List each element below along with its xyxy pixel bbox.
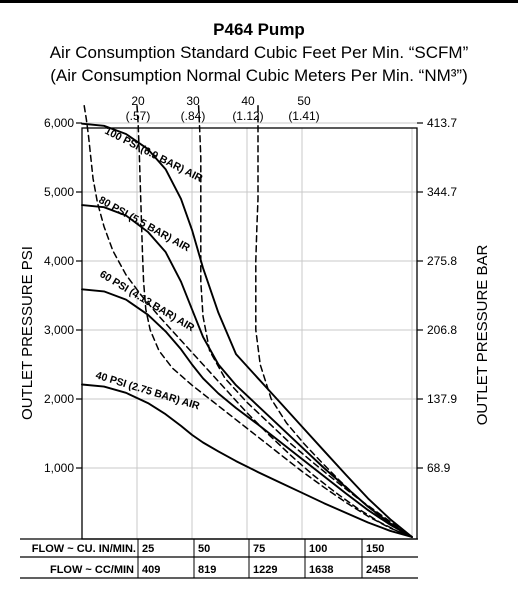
series-layer (81, 105, 413, 538)
flow-cc-value: 819 (198, 564, 216, 576)
scfm-label: 40 (241, 94, 255, 108)
flow-cc-value: 2458 (366, 564, 390, 576)
scfm-label: 30 (186, 94, 200, 108)
y-tick-label: 6,000 (44, 116, 74, 130)
y-axis-right-label: OUTLET PRESSURE BAR (474, 245, 491, 426)
chart-title: P464 Pump (213, 20, 305, 39)
scfm-curve (136, 105, 413, 538)
flow-row1-label: FLOW ~ CU. IN/MIN. (32, 543, 136, 555)
flow-cu-in-value: 25 (142, 543, 154, 555)
psi-curve (81, 122, 413, 538)
flow-cu-in-value: 50 (198, 543, 210, 555)
y-axis-left-label: OUTLET PRESSURE PSI (19, 246, 36, 420)
y-right-tick-label: 206.8 (427, 323, 457, 337)
top-border (0, 0, 518, 3)
y-right-tick-label: 413.7 (427, 116, 457, 130)
scfm-label: 50 (297, 94, 311, 108)
flow-cu-in-value: 100 (309, 543, 327, 555)
flow-cc-value: 409 (142, 564, 160, 576)
chart-subtitle-scfm: Air Consumption Standard Cubic Feet Per … (49, 43, 469, 62)
flow-cu-in-value: 150 (366, 543, 384, 555)
y-axis-right: 68.9 137.9 206.8 275.8 344.7 413.7 (417, 116, 457, 475)
y-axis-left: 1,000 2,000 3,000 4,000 5,000 6,000 (44, 116, 82, 475)
y-tick-label: 5,000 (44, 185, 74, 199)
nm3-label: (1.12) (232, 109, 263, 123)
scfm-curve-labels: 20(.57) 30(.84) 40(1.12) 50(1.41) (126, 94, 320, 123)
y-right-tick-label: 137.9 (427, 392, 457, 406)
psi-curve-label: 100 PSI (6.9 BAR) AIR (103, 125, 205, 185)
scfm-curve (83, 105, 413, 538)
y-tick-label: 1,000 (44, 461, 74, 475)
flow-cc-value: 1638 (309, 564, 333, 576)
psi-curve (81, 383, 413, 538)
scfm-curve (255, 105, 413, 538)
flow-cu-in-value: 75 (253, 543, 265, 555)
flow-table: FLOW ~ CU. IN/MIN. FLOW ~ CC/MIN 25 50 75 100… (20, 538, 418, 579)
grid-lines (82, 122, 417, 539)
y-right-tick-label: 275.8 (427, 254, 457, 268)
nm3-label: (.57) (126, 109, 151, 123)
scfm-label: 20 (131, 94, 145, 108)
nm3-label: (1.41) (288, 109, 319, 123)
flow-row2-label: FLOW ~ CC/MIN (50, 564, 134, 576)
chart-subtitle-nm3: (Air Consumption Normal Cubic Meters Per… (50, 66, 468, 85)
psi-curve (81, 288, 413, 538)
flow-cc-value: 1229 (253, 564, 277, 576)
y-right-tick-label: 344.7 (427, 185, 457, 199)
nm3-label: (.84) (181, 109, 206, 123)
y-tick-label: 2,000 (44, 392, 74, 406)
plot-border (81, 127, 418, 540)
y-tick-label: 4,000 (44, 254, 74, 268)
psi-curve-label: 60 PSI (4.13 BAR) AIR (97, 268, 196, 334)
y-right-tick-label: 68.9 (427, 461, 451, 475)
psi-curve-label: 40 PSI (2.75 BAR) AIR (94, 369, 201, 412)
y-tick-label: 3,000 (44, 323, 74, 337)
scfm-curve (197, 105, 413, 538)
